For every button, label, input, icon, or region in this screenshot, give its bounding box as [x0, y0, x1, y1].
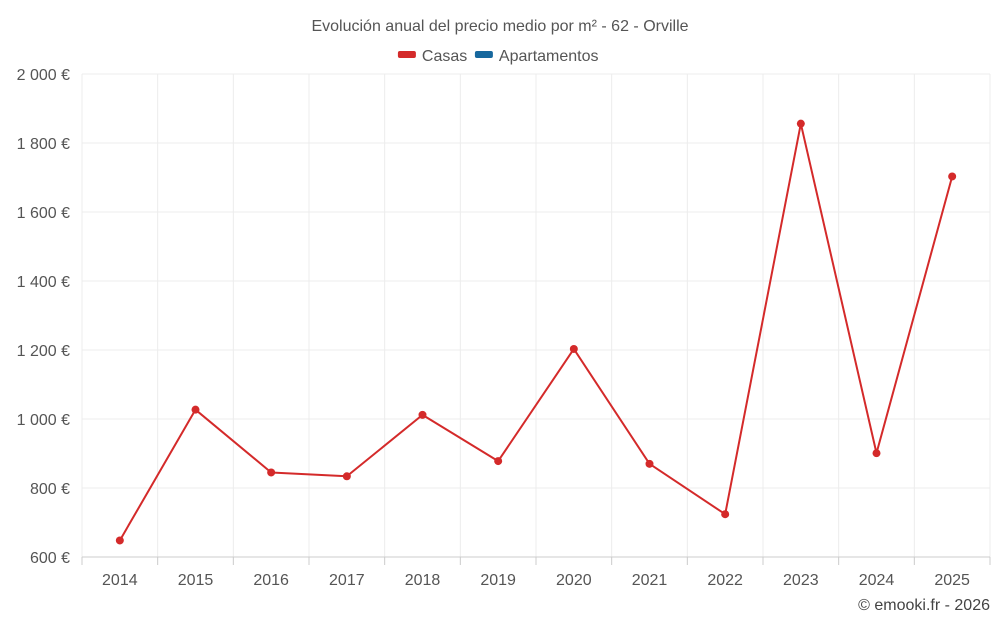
data-point-casas[interactable] — [721, 510, 730, 519]
x-tick-label: 2014 — [102, 572, 138, 589]
data-point-casas[interactable] — [569, 344, 578, 353]
data-point-casas[interactable] — [645, 459, 654, 468]
y-tick-label: 1 600 € — [17, 205, 70, 222]
x-tick-label: 2015 — [178, 572, 214, 589]
grid — [81, 73, 991, 557]
legend-swatch — [474, 51, 493, 58]
y-tick-label: 600 € — [30, 550, 70, 567]
data-point-casas[interactable] — [115, 536, 124, 545]
x-tick-label: 2019 — [480, 572, 516, 589]
x-tick-label: 2017 — [329, 572, 365, 589]
y-tick-label: 1 200 € — [17, 343, 70, 360]
y-tick-label: 1 000 € — [17, 412, 70, 429]
credit-text: © emooki.fr - 2026 — [858, 597, 990, 614]
y-tick-label: 800 € — [30, 481, 70, 498]
x-tick-label: 2018 — [405, 572, 441, 589]
data-point-casas[interactable] — [796, 119, 805, 128]
x-axis: 2014 2015 2016 2017 2018 2019 2020 2021 2022 2023… — [81, 556, 991, 589]
data-point-casas[interactable] — [267, 468, 276, 477]
legend-swatch — [397, 51, 416, 58]
legend-label: Casas — [422, 48, 467, 65]
data-point-casas[interactable] — [494, 457, 503, 466]
data-point-casas[interactable] — [872, 449, 881, 458]
x-tick-label: 2024 — [859, 572, 895, 589]
x-tick-label: 2020 — [556, 572, 592, 589]
y-tick-label: 1 400 € — [17, 274, 70, 291]
series-line-casas — [118, 122, 954, 541]
x-tick-label: 2025 — [934, 572, 970, 589]
legend-item-casas[interactable]: Casas — [397, 48, 467, 65]
y-tick-label: 1 800 € — [17, 136, 70, 153]
data-point-casas[interactable] — [948, 172, 957, 181]
x-tick-label: 2023 — [783, 572, 819, 589]
series-layer — [115, 119, 957, 545]
x-tick-label: 2016 — [253, 572, 289, 589]
x-tick-label: 2021 — [632, 572, 668, 589]
data-point-casas[interactable] — [418, 410, 427, 419]
chart-title: Evolución anual del precio medio por m² … — [311, 18, 688, 35]
x-tick-label: 2022 — [707, 572, 743, 589]
data-point-casas[interactable] — [342, 472, 351, 481]
legend: Casas Apartamentos — [397, 48, 599, 65]
y-tick-label: 2 000 € — [17, 67, 70, 84]
legend-label: Apartamentos — [499, 48, 599, 65]
y-axis: 600 € 800 € 1 000 € 1 200 € 1 400 € 1 600 € 1 … — [17, 67, 70, 567]
legend-item-apartamentos[interactable]: Apartamentos — [474, 48, 599, 65]
data-point-casas[interactable] — [191, 405, 200, 414]
